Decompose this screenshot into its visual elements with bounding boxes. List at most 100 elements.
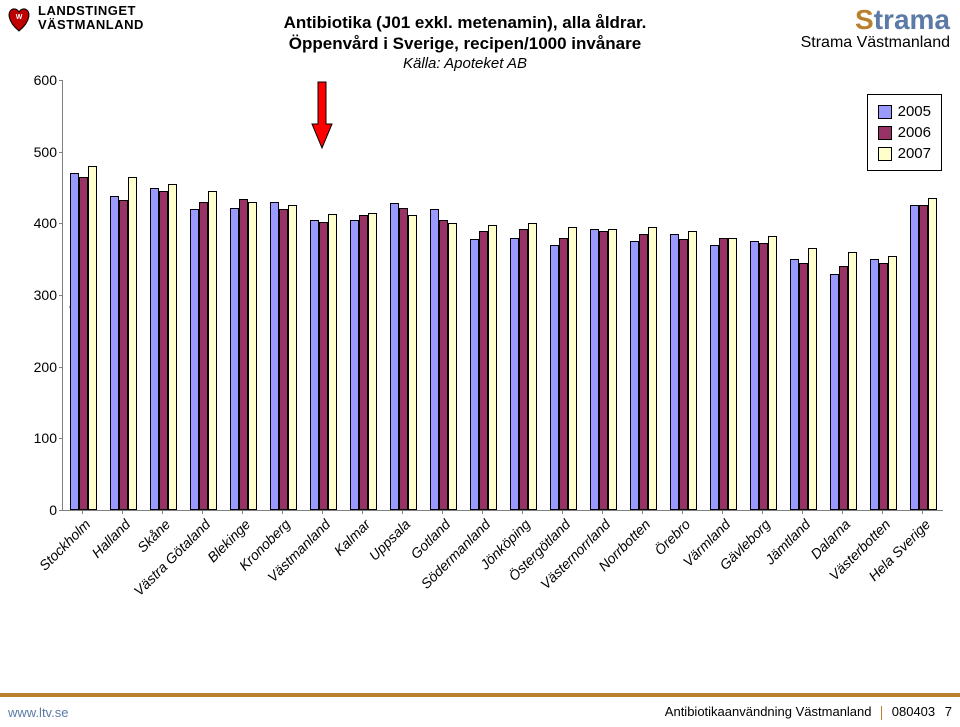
bar [159,191,168,510]
x-tick-mark [602,510,603,514]
y-tick-mark [59,152,63,153]
slide: W LANDSTINGET VÄSTMANLAND Antibiotika (J… [0,0,960,727]
bar [808,248,817,510]
x-tick: Västmanland [302,510,342,620]
bar [350,220,359,510]
category-group [543,227,583,510]
y-tick-mark [59,295,63,296]
x-tick: Stockholm [62,510,102,620]
x-tick-mark [882,510,883,514]
legend-item: 2007 [878,143,931,164]
y-tick-mark [59,223,63,224]
bar [719,238,728,510]
category-group [623,227,663,510]
x-tick: Örebro [662,510,702,620]
x-tick-mark [642,510,643,514]
bar [590,229,599,510]
highlight-arrow-icon [310,80,334,150]
bar [559,238,568,510]
bar [430,209,439,510]
bar [70,173,79,510]
category-group [863,256,903,510]
category-group [383,203,423,510]
x-tick-mark [322,510,323,514]
bar [510,238,519,510]
bar [728,238,737,510]
bar [599,231,608,511]
category-group [743,236,783,510]
x-tick: Kalmar [342,510,382,620]
bar [750,241,759,510]
footer-right: Antibiotikaanvändning Västmanland 080403… [665,704,952,720]
bar [488,225,497,510]
plot-area: 0100200300400500600 [62,80,943,511]
bar [230,208,239,510]
bar [208,191,217,510]
x-tick-mark [522,510,523,514]
bar [919,205,928,510]
x-tick: Uppsala [382,510,422,620]
bar [368,213,377,510]
title-line-2: Öppenvård i Sverige, recipen/1000 invåna… [180,33,750,54]
bar [270,202,279,510]
logo-left-text: LANDSTINGET VÄSTMANLAND [38,4,144,31]
bar [928,198,937,510]
x-tick: Halland [102,510,142,620]
x-tick-mark [122,510,123,514]
x-tick: Norrbotten [622,510,662,620]
x-axis: StockholmHallandSkåneVästra GötalandBlek… [62,510,942,620]
x-tick-mark [682,510,683,514]
category-group [423,209,463,510]
bar [239,199,248,510]
footer-left: www.ltv.se [8,705,68,720]
bar [830,274,839,511]
legend: 200520062007 [867,94,942,171]
legend-swatch [878,147,892,161]
x-tick-mark [482,510,483,514]
legend-label: 2006 [898,122,931,143]
bar [870,259,879,510]
category-group [783,248,823,510]
chart: Recipen/1000 invånare 010020030040050060… [0,70,960,630]
header: W LANDSTINGET VÄSTMANLAND Antibiotika (J… [0,0,960,60]
bar [79,177,88,510]
bar [759,243,768,510]
x-tick-mark [282,510,283,514]
legend-swatch [878,126,892,140]
bar [799,263,808,510]
legend-swatch [878,105,892,119]
category-group [903,198,943,510]
x-tick-mark [762,510,763,514]
bar [310,220,319,510]
x-tick-mark [162,510,163,514]
category-group [143,184,183,510]
bar [88,166,97,510]
bar [439,220,448,510]
bar [199,202,208,510]
bar [128,177,137,510]
x-tick-mark [842,510,843,514]
bar [648,227,657,510]
category-group [303,214,343,510]
category-group [223,199,263,510]
x-tick-label: Stockholm [36,516,94,574]
bar [248,202,257,510]
bar [390,203,399,510]
y-tick-label: 300 [23,287,57,303]
bar [288,205,297,510]
bar [150,188,159,511]
legend-item: 2006 [878,122,931,143]
logo-left-line2: VÄSTMANLAND [38,18,144,32]
category-group [583,229,623,510]
svg-text:W: W [16,14,23,21]
bar [679,239,688,510]
category-group [343,213,383,510]
category-group [463,225,503,510]
bar [328,214,337,510]
bar [790,259,799,510]
category-group [663,231,703,511]
legend-label: 2007 [898,143,931,164]
x-tick: Gävleborg [742,510,782,620]
bar [888,256,897,510]
y-tick-label: 200 [23,359,57,375]
